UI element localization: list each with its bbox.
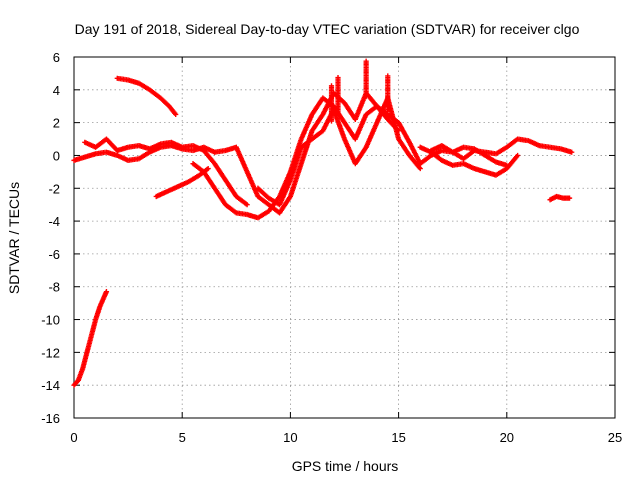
x-tick-label: 5 <box>179 430 186 445</box>
y-tick-label: -2 <box>48 181 60 196</box>
data-point <box>504 162 510 168</box>
data-point <box>566 195 573 201</box>
data-point <box>103 289 110 295</box>
data-point <box>417 165 423 172</box>
data-point <box>244 202 250 208</box>
x-tick-label: 15 <box>391 430 405 445</box>
data-point <box>173 111 179 118</box>
x-axis-label: GPS time / hours <box>292 458 399 474</box>
data-point <box>385 73 391 79</box>
series-arc-10 <box>428 143 510 168</box>
grid-lines <box>74 57 615 418</box>
series-arc-1 <box>71 289 110 388</box>
y-tick-label: -8 <box>48 280 60 295</box>
y-tick-label: 0 <box>53 148 60 163</box>
axis-ticks: 0 5 10 15 20 25 -16 -14 -12 -10 -8 -6 -4 -2 0 2 4 6 <box>41 50 622 445</box>
data-point <box>515 152 521 159</box>
data-point <box>335 74 341 81</box>
series-arc-11 <box>547 193 573 203</box>
y-tick-label: -14 <box>41 378 60 393</box>
y-tick-label: -6 <box>48 247 60 262</box>
data-point <box>328 83 335 89</box>
series-arc-9 <box>417 144 521 178</box>
y-tick-label: -16 <box>41 411 60 426</box>
x-tick-label: 10 <box>283 430 297 445</box>
x-tick-label: 25 <box>608 430 622 445</box>
x-tick-label: 20 <box>500 430 514 445</box>
plot-frame <box>73 56 616 419</box>
data-point <box>205 165 211 172</box>
series-arc-2 <box>114 75 179 118</box>
y-tick-label: 2 <box>53 116 60 131</box>
series-arc-4 <box>82 136 250 208</box>
y-tick-label: 6 <box>53 50 60 65</box>
data-series <box>71 58 575 388</box>
spike-points <box>328 58 391 124</box>
y-axis-label: SDTVAR / TECUs <box>6 182 22 294</box>
y-tick-label: -10 <box>41 313 60 328</box>
y-tick-label: -4 <box>48 214 60 229</box>
data-point <box>569 149 575 155</box>
x-tick-label: 0 <box>70 430 77 445</box>
y-tick-label: -12 <box>41 345 60 360</box>
y-tick-label: 4 <box>53 83 60 98</box>
data-point <box>363 58 369 64</box>
chart-title: Day 191 of 2018, Sidereal Day-to-day VTE… <box>75 21 580 37</box>
